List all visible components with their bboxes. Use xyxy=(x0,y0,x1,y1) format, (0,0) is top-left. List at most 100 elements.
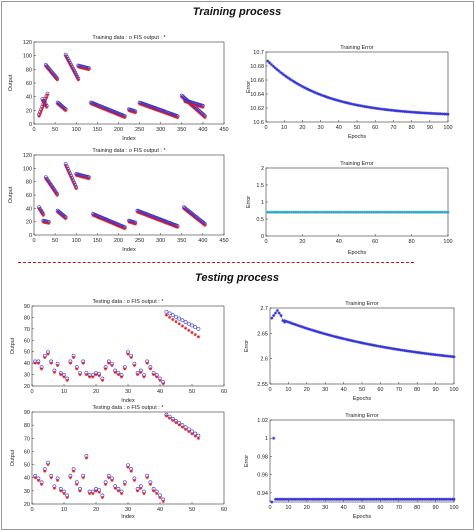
data-point-fis xyxy=(104,482,108,486)
training-heading: Training process xyxy=(192,6,282,18)
y-axis-label: Error xyxy=(244,455,250,467)
data-point-fis xyxy=(329,210,334,214)
data-point-fis xyxy=(52,189,56,193)
x-tick-label: 20 xyxy=(93,507,99,513)
data-point-fis xyxy=(371,210,375,214)
data-point-fis xyxy=(369,210,374,214)
data-point-fis xyxy=(332,497,336,501)
x-tick-label: 0 xyxy=(268,505,271,511)
x-tick-label: 80 xyxy=(409,125,415,131)
data-point-fis xyxy=(308,497,313,501)
chart-title: Training Error xyxy=(345,413,379,419)
data-point-fis xyxy=(384,210,388,214)
x-tick-label: 100 xyxy=(449,505,458,511)
y-tick-label: 0.98 xyxy=(257,454,268,460)
data-point-fis xyxy=(402,497,406,501)
data-point-fis xyxy=(397,210,401,214)
data-point-fis xyxy=(45,105,49,109)
data-point-fis xyxy=(56,478,60,482)
data-point-fis xyxy=(68,361,72,365)
plot-area xyxy=(269,307,455,385)
data-point-fis xyxy=(353,497,357,501)
data-point-fis xyxy=(196,335,200,339)
data-point-fis xyxy=(337,210,341,214)
x-tick-label: 60 xyxy=(372,125,378,131)
data-point-fis xyxy=(174,421,178,425)
data-point-fis xyxy=(309,210,314,214)
x-tick-label: 30 xyxy=(125,507,131,513)
x-tick-label: 0 xyxy=(30,507,33,513)
x-tick-label: 30 xyxy=(125,389,131,395)
data-point-fis xyxy=(175,225,180,229)
data-point-fis xyxy=(312,497,316,501)
data-point-fis xyxy=(322,210,326,214)
data-point-fis xyxy=(43,469,47,473)
data-point-fis xyxy=(177,423,181,427)
data-point-fis xyxy=(193,434,197,438)
chart-title: Training data : o FIS output : * xyxy=(92,148,166,154)
y-tick-label: 40 xyxy=(24,361,30,367)
data-point-fis xyxy=(375,497,379,501)
y-tick-label: 100 xyxy=(23,54,32,60)
data-point-fis xyxy=(136,489,140,493)
data-point-fis xyxy=(326,210,330,214)
y-tick-label: 50 xyxy=(24,350,30,356)
data-point-fis xyxy=(193,333,197,337)
data-point-fis xyxy=(426,210,430,214)
data-point-fis xyxy=(395,210,399,214)
data-point-fis xyxy=(190,432,194,436)
y-axis-label: Error xyxy=(244,340,250,352)
x-tick-label: 50 xyxy=(189,389,195,395)
x-axis-label: Epochs xyxy=(353,396,372,402)
x-tick-label: 50 xyxy=(359,505,365,511)
y-tick-label: 40 xyxy=(26,206,32,212)
data-point-fis xyxy=(302,210,306,214)
data-point-fis xyxy=(72,70,76,74)
data-point-fis xyxy=(70,66,74,70)
data-point-fis xyxy=(421,497,425,501)
x-tick-label: 30 xyxy=(322,505,328,511)
data-point-training xyxy=(193,325,198,330)
data-point-fis xyxy=(364,210,368,214)
data-point-fis xyxy=(45,178,49,182)
x-tick-label: 40 xyxy=(341,505,347,511)
y-tick-label: 20 xyxy=(24,502,30,508)
data-point-fis xyxy=(280,210,284,214)
data-point-fis xyxy=(100,378,104,382)
plot-area xyxy=(269,419,455,503)
y-axis-label: Output xyxy=(10,337,16,354)
data-point-fis xyxy=(397,497,401,501)
data-point-fis xyxy=(391,210,395,214)
data-point-fis xyxy=(196,436,200,440)
data-point-fis xyxy=(446,112,450,116)
x-tick-label: 10 xyxy=(281,125,287,131)
data-point-fis xyxy=(161,382,165,386)
data-point-fis xyxy=(314,497,318,501)
data-point-fis xyxy=(71,68,75,72)
y-tick-label: 0 xyxy=(29,233,32,239)
x-tick-label: 30 xyxy=(322,387,328,393)
data-point-fis xyxy=(38,208,42,212)
x-tick-label: 60 xyxy=(221,507,227,513)
data-point-fis xyxy=(367,497,371,501)
y-tick-label: 2 xyxy=(261,166,264,172)
data-point-fis xyxy=(424,210,428,214)
x-tick-label: 400 xyxy=(198,238,207,244)
data-point-fis xyxy=(437,210,441,214)
data-point-fis xyxy=(59,489,63,493)
data-point-fis xyxy=(306,210,310,214)
data-point-fis xyxy=(336,497,340,501)
data-point-fis xyxy=(417,497,421,501)
y-tick-label: 1 xyxy=(261,200,264,206)
data-point-fis xyxy=(74,74,78,78)
data-point-fis xyxy=(373,210,377,214)
y-tick-label: 2.6 xyxy=(260,357,268,363)
chart-title: Training Error xyxy=(340,161,374,167)
x-tick-label: 60 xyxy=(377,505,383,511)
x-tick-label: 70 xyxy=(390,125,396,131)
x-tick-label: 200 xyxy=(114,238,123,244)
data-point-fis xyxy=(62,375,66,379)
data-point-fis xyxy=(62,491,66,496)
y-tick-label: 40 xyxy=(24,476,30,482)
data-point-fis xyxy=(69,64,73,68)
